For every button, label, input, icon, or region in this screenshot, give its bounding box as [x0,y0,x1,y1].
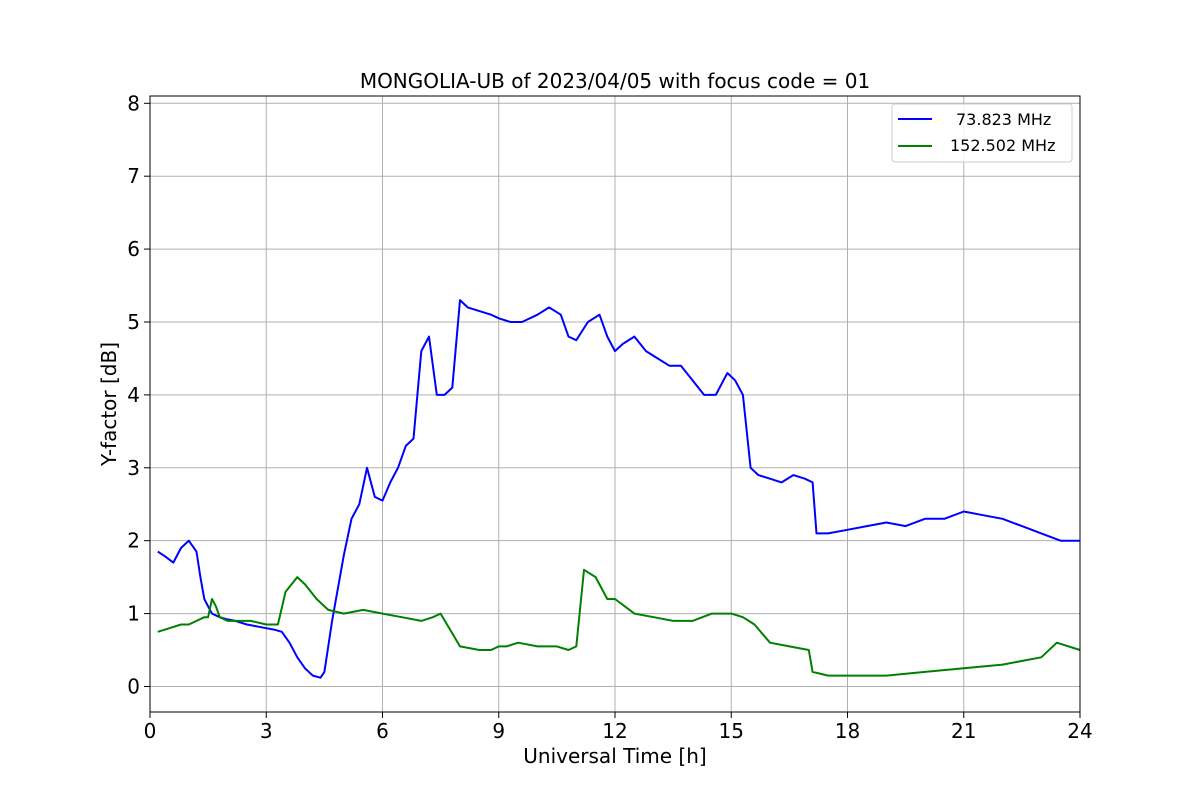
y-tick-label: 6 [127,237,140,261]
legend-box [891,103,1073,163]
y-tick-label: 4 [127,383,140,407]
y-tick-label: 1 [127,602,140,626]
legend: 73.823 MHz 152.502 MHz [891,103,1073,163]
legend-label-152: 152.502 MHz [950,136,1055,155]
y-tick-label: 0 [127,674,140,698]
series-line-0 [157,299,1080,679]
y-tick-label: 8 [127,91,140,115]
legend-label-73: 73.823 MHz [956,110,1051,129]
x-tick-label: 9 [492,719,505,743]
grid [149,96,1081,712]
x-tick-label: 12 [602,719,627,743]
x-tick-label: 24 [1067,719,1092,743]
chart-title: MONGOLIA-UB of 2023/04/05 with focus cod… [360,69,870,93]
x-tick-label: 3 [260,719,273,743]
y-tick-label: 3 [127,456,140,480]
x-axis-label: Universal Time [h] [523,744,706,768]
y-tick-label: 5 [127,310,140,334]
x-tick-label: 15 [719,719,744,743]
y-tick-label: 7 [127,164,140,188]
series-line-1 [157,568,1081,677]
x-tick-label: 21 [951,719,976,743]
y-axis-label: Y-factor [dB] [97,342,121,467]
y-tick-label: 2 [127,529,140,553]
x-tick-label: 6 [376,719,389,743]
series-layer [157,299,1081,679]
x-tick-label: 0 [144,719,157,743]
x-tick-label: 18 [835,719,860,743]
